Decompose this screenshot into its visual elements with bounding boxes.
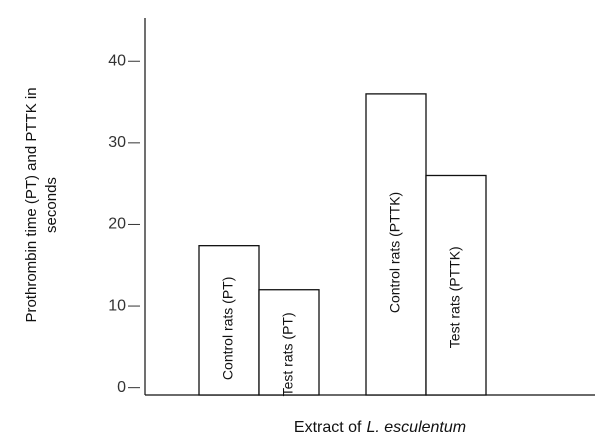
- y-axis-label-line: seconds: [43, 177, 60, 233]
- bar: [365, 93, 427, 396]
- y-tick-label: 10: [108, 297, 126, 314]
- y-tick-label: 30: [108, 134, 126, 151]
- category-label: Control rats (PT): [220, 277, 236, 380]
- x-axis-label: Extract of L. esculentum: [294, 419, 466, 436]
- x-axis-label-text: Extract of: [294, 419, 362, 436]
- bar: [425, 174, 487, 396]
- y-tick-label: 20: [108, 216, 126, 233]
- y-axis-label: Prothrombin time (PT) and PTTK in second…: [23, 87, 60, 322]
- y-tick-label: 40: [108, 52, 126, 69]
- bar: [198, 245, 260, 396]
- bar: [258, 289, 320, 396]
- y-tick-label: 0: [117, 379, 126, 396]
- category-label: Test rats (PT): [280, 312, 296, 396]
- category-label: Test rats (PTTK): [447, 246, 463, 348]
- category-label: Control rats (PTTK): [387, 192, 403, 313]
- y-axis-label-line: Prothrombin time (PT) and PTTK in: [23, 87, 40, 322]
- x-axis-label-italic: L. esculentum: [366, 419, 466, 436]
